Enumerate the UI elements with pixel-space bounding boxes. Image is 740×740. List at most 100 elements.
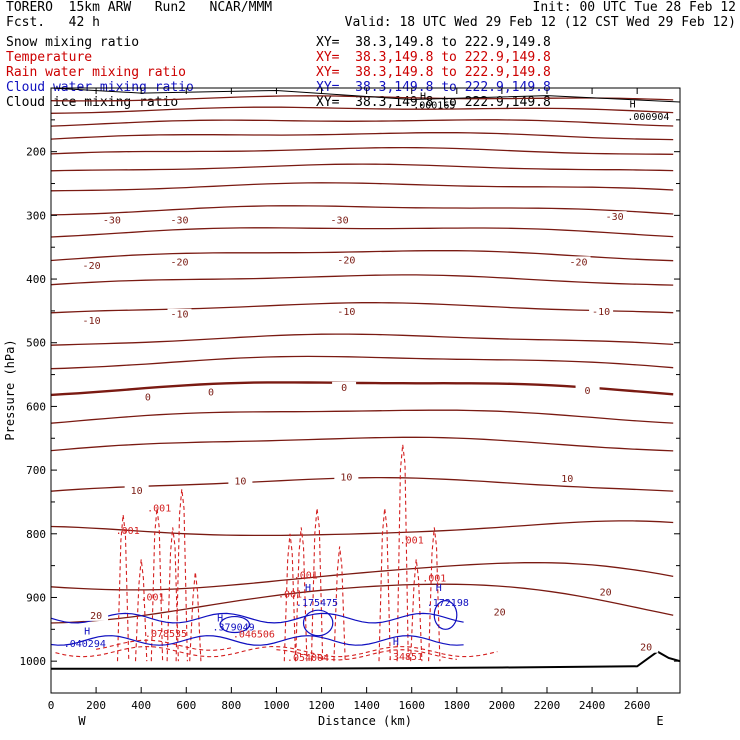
cloud-water-label: .379049 [213, 623, 255, 634]
contour-label-bg [135, 391, 160, 403]
rain-contour [310, 508, 324, 662]
x-tick-label: 0 [48, 699, 55, 712]
cloud-water-label: H [436, 583, 442, 594]
y-tick-label: 1000 [20, 655, 47, 668]
temperature-contour-label: 10 [234, 476, 246, 487]
temperature-contour-label: 0 [145, 392, 151, 403]
rain-water-label: .001 [140, 593, 164, 604]
temperature-contour [51, 333, 674, 346]
rain-contour [295, 527, 308, 662]
forecast-hour: Fcst. 42 h [6, 15, 100, 30]
x-tick-label: 600 [176, 699, 196, 712]
y-tick-label: 500 [26, 337, 46, 350]
temperature-contour-label: -30 [331, 215, 349, 226]
cloud-water-label: .172198 [427, 598, 469, 609]
cloud-water-label: H [84, 626, 90, 637]
y-tick-label: 200 [26, 146, 46, 159]
cloud-water-label: H [217, 614, 223, 625]
temperature-contour [51, 250, 674, 262]
rain-water-label: .054004 [287, 653, 329, 664]
cloud-water-cell [302, 609, 334, 637]
temperature-contour-label: 0 [208, 387, 214, 398]
rain-contour [166, 527, 179, 662]
temperature-contour-label: 10 [561, 474, 573, 485]
cloud-water-label: H [393, 637, 399, 648]
temperature-contour-label: 20 [90, 611, 102, 622]
rain-contour [134, 559, 148, 662]
temperature-contour-label: -30 [103, 215, 121, 226]
y-tick-label: 400 [26, 273, 46, 286]
temperature-contour [51, 476, 674, 492]
temperature-contour [51, 119, 674, 127]
temperature-contour [51, 146, 674, 155]
contour-label-bg [228, 475, 253, 487]
cloud-water-cell [219, 615, 250, 634]
temperature-contour [51, 163, 674, 172]
rain-water-label: .34851 [387, 652, 423, 663]
temperature-contour-label: 10 [131, 486, 143, 497]
temperature-contour-label: -10 [83, 316, 101, 327]
rain-contour [333, 546, 346, 662]
rain-contour-base [276, 649, 457, 661]
x-end-east: E [656, 714, 663, 728]
field-name-snow: Snow mixing ratio [6, 35, 140, 50]
rain-water-label: .001 [147, 504, 171, 515]
contour-label-bg [79, 260, 104, 272]
xy-temperature: XY= 38.3,149.8 to 222.9,149.8 [316, 50, 551, 65]
rain-contour [150, 508, 164, 662]
contour-label-bg [334, 254, 359, 266]
x-tick-label: 200 [86, 699, 106, 712]
rain-contour [283, 533, 297, 662]
temperature-contour [51, 409, 674, 424]
temperature-contour-label: -20 [83, 261, 101, 272]
contour-label-bg [487, 606, 512, 618]
contour-label-bg [99, 214, 124, 226]
temperature-contour-label: 0 [585, 386, 591, 397]
rain-contour [410, 559, 423, 662]
temperature-contour-label: 20 [600, 587, 612, 598]
temperature-contour [51, 520, 674, 537]
x-tick-label: 400 [131, 699, 151, 712]
contour-label-bg [167, 308, 192, 320]
y-tick-label: 800 [26, 528, 46, 541]
contour-label-bg [575, 385, 600, 397]
contour-label-bg [566, 256, 591, 268]
rain-water-label: .001 [294, 570, 318, 581]
temperature-contour [51, 302, 674, 314]
temperature-contour-label: -10 [592, 307, 610, 318]
temperature-contour [51, 227, 674, 238]
init-time: Init: 00 UTC Tue 28 Feb 12 [532, 0, 737, 15]
rain-contour [189, 571, 202, 662]
x-tick-label: 2400 [579, 699, 606, 712]
x-tick-label: 1600 [398, 699, 425, 712]
contour-label-bg [79, 314, 104, 326]
temperature-contour-label: 20 [494, 608, 506, 619]
y-tick-label: 600 [26, 400, 46, 413]
x-end-west: W [78, 714, 86, 728]
rain-water-label: .001 [400, 535, 424, 546]
x-tick-label: 1000 [263, 699, 290, 712]
terrain-line [51, 650, 680, 670]
temperature-contour-label: -10 [337, 307, 355, 318]
cloud-ice-label: H [630, 100, 636, 111]
y-tick-label: 700 [26, 464, 46, 477]
rain-contour [116, 514, 130, 662]
contour-label-bg [593, 586, 618, 598]
x-tick-label: 2000 [489, 699, 516, 712]
temperature-contour [51, 106, 674, 114]
x-tick-label: 2600 [624, 699, 651, 712]
temperature-contour-label: -20 [170, 257, 188, 268]
temperature-contour-label: -10 [170, 310, 188, 321]
temperature-contour-label: 20 [640, 643, 652, 654]
temperature-contour-label: -30 [606, 212, 624, 223]
contour-label-bg [334, 471, 359, 483]
rain-water-label: .001 [116, 526, 140, 537]
rain-water-label: .046506 [233, 630, 275, 641]
rain-water-label: .001 [422, 574, 446, 585]
xy-snow: XY= 38.3,149.8 to 222.9,149.8 [316, 35, 551, 50]
valid-time: Valid: 18 UTC Wed 29 Feb 12 (12 CST Wed … [344, 15, 736, 30]
contour-label-bg [589, 306, 614, 318]
cloud-water-label: .175475 [296, 598, 338, 609]
temperature-contour [51, 381, 674, 397]
x-tick-label: 2200 [534, 699, 561, 712]
